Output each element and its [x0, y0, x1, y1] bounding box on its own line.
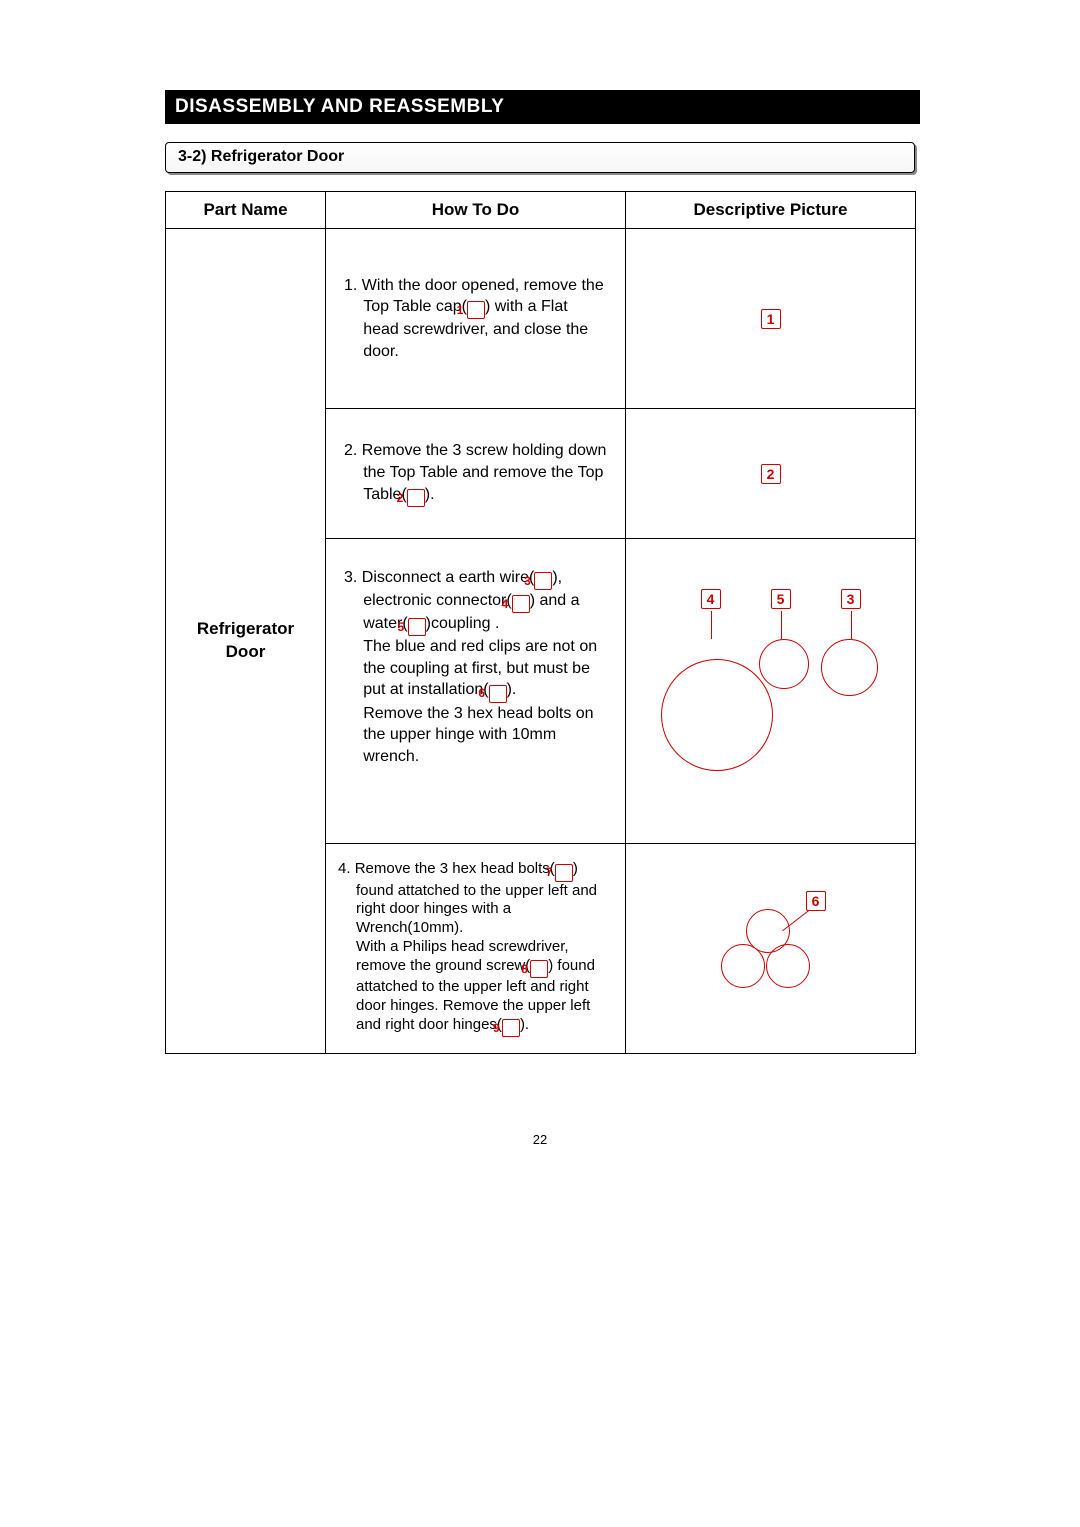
callout-ref-icon: 3: [534, 572, 552, 590]
part-name-line1: Refrigerator: [197, 619, 294, 638]
callout-ref-icon: 2: [407, 489, 425, 507]
howto-cell: 3. Disconnect a earth wire(3), electroni…: [326, 539, 626, 844]
diagram-callout-icon: 3: [841, 589, 861, 609]
section-title-bar: DISASSEMBLY AND REASSEMBLY: [165, 90, 920, 124]
howto-cell: 2. Remove the 3 screw holding down the T…: [326, 409, 626, 539]
callout-ref-icon: 6: [489, 685, 507, 703]
header-how-to-do: How To Do: [326, 192, 626, 229]
step-text: 4. Remove the 3 hex head bolts(7) found …: [338, 860, 613, 1037]
howto-cell: 1. With the door opened, remove the Top …: [326, 229, 626, 409]
diagram-circle: [766, 944, 810, 988]
step-text: 1. With the door opened, remove the Top …: [344, 275, 607, 363]
sub-heading-text: 3-2) Refrigerator Door: [178, 148, 344, 165]
step-number: 2.: [344, 442, 362, 459]
section-title: DISASSEMBLY AND REASSEMBLY: [175, 96, 504, 117]
page-number: 22: [0, 1132, 1080, 1147]
diagram-circle: [821, 639, 878, 696]
step-fragment: )coupling .: [426, 615, 500, 632]
header-picture: Descriptive Picture: [626, 192, 916, 229]
part-name-cell: Refrigerator Door: [166, 229, 326, 1054]
step-number: 3.: [344, 569, 362, 586]
picture-callout-icon: 1: [761, 309, 781, 329]
step-fragment: Disconnect a earth wire(: [362, 569, 535, 586]
picture-cell: 1: [626, 229, 916, 409]
step-fragment: ).: [425, 486, 435, 503]
table-header-row: Part Name How To Do Descriptive Picture: [166, 192, 916, 229]
callout-ref-icon: 9: [502, 1019, 520, 1037]
step-text: 3. Disconnect a earth wire(3), electroni…: [344, 567, 607, 767]
part-name-line2: Door: [226, 642, 266, 661]
leader-line: [781, 611, 782, 639]
leader-line: [711, 611, 712, 639]
leader-line: [851, 611, 852, 639]
page: DISASSEMBLY AND REASSEMBLY 3-2) Refriger…: [0, 0, 1080, 1527]
picture-cell: 2: [626, 409, 916, 539]
diagram-step3: 4 5 3: [641, 589, 901, 779]
step-fragment: Remove the 3 hex head bolts on the upper…: [363, 705, 593, 765]
callout-ref-icon: 4: [512, 595, 530, 613]
diagram-callout-icon: 6: [806, 891, 826, 911]
step-text: 2. Remove the 3 screw holding down the T…: [344, 440, 607, 506]
sub-heading: 3-2) Refrigerator Door: [165, 142, 915, 173]
diagram-circle: [759, 639, 809, 689]
picture-cell: 4 5 3: [626, 539, 916, 844]
header-part-name: Part Name: [166, 192, 326, 229]
picture-cell: 6: [626, 844, 916, 1054]
diagram-callout-icon: 4: [701, 589, 721, 609]
table-row: Refrigerator Door 1. With the door opene…: [166, 229, 916, 409]
callout-ref-icon: 7: [555, 864, 573, 882]
callout-ref-icon: 8: [530, 960, 548, 978]
step-fragment: ).: [507, 681, 517, 698]
picture-callout-icon: 2: [761, 464, 781, 484]
callout-ref-icon: 1: [467, 301, 485, 319]
diagram-circle: [721, 944, 765, 988]
step-fragment: Remove the 3 hex head bolts(: [355, 860, 555, 877]
step-number: 1.: [344, 277, 362, 294]
step-fragment: ).: [520, 1016, 529, 1033]
diagram-circle: [661, 659, 773, 771]
instruction-table: Part Name How To Do Descriptive Picture …: [165, 191, 916, 1054]
callout-ref-icon: 5: [408, 618, 426, 636]
diagram-step4: 6: [691, 889, 851, 1009]
step-number: 4.: [338, 860, 355, 877]
diagram-callout-icon: 5: [771, 589, 791, 609]
howto-cell: 4. Remove the 3 hex head bolts(7) found …: [326, 844, 626, 1054]
